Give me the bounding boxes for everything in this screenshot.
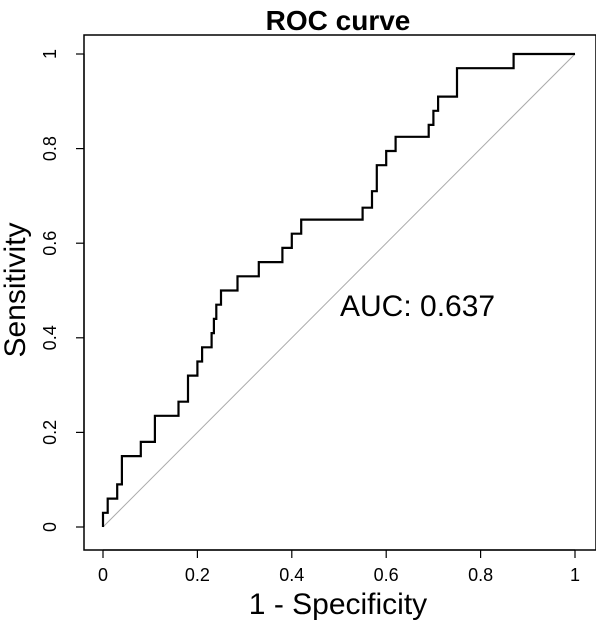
y-tick-label: 0.8 [40, 136, 60, 161]
auc-annotation: AUC: 0.637 [340, 290, 495, 323]
x-tick-label: 0.6 [374, 565, 399, 585]
y-axis-label: Sensitivity [0, 222, 32, 357]
y-tick-label: 0 [40, 522, 60, 532]
x-axis: 0 0.2 0.4 0.6 0.8 1 [98, 549, 580, 585]
y-tick-label: 0.2 [40, 420, 60, 445]
y-tick-label: 1 [40, 49, 60, 59]
chart-title: ROC curve [266, 5, 411, 36]
x-tick-label: 0 [98, 565, 108, 585]
x-tick-label: 0.8 [468, 565, 493, 585]
x-tick-label: 1 [570, 565, 580, 585]
roc-curve-line [101, 52, 575, 527]
x-tick-label: 0.2 [185, 565, 210, 585]
chance-diagonal [102, 53, 576, 528]
x-axis-label: 1 - Specificity [249, 588, 427, 621]
y-tick-label: 0.6 [40, 231, 60, 256]
y-axis: 0 0.2 0.4 0.6 0.8 1 [40, 49, 85, 532]
x-tick-label: 0.4 [279, 565, 304, 585]
y-tick-label: 0.4 [40, 325, 60, 350]
